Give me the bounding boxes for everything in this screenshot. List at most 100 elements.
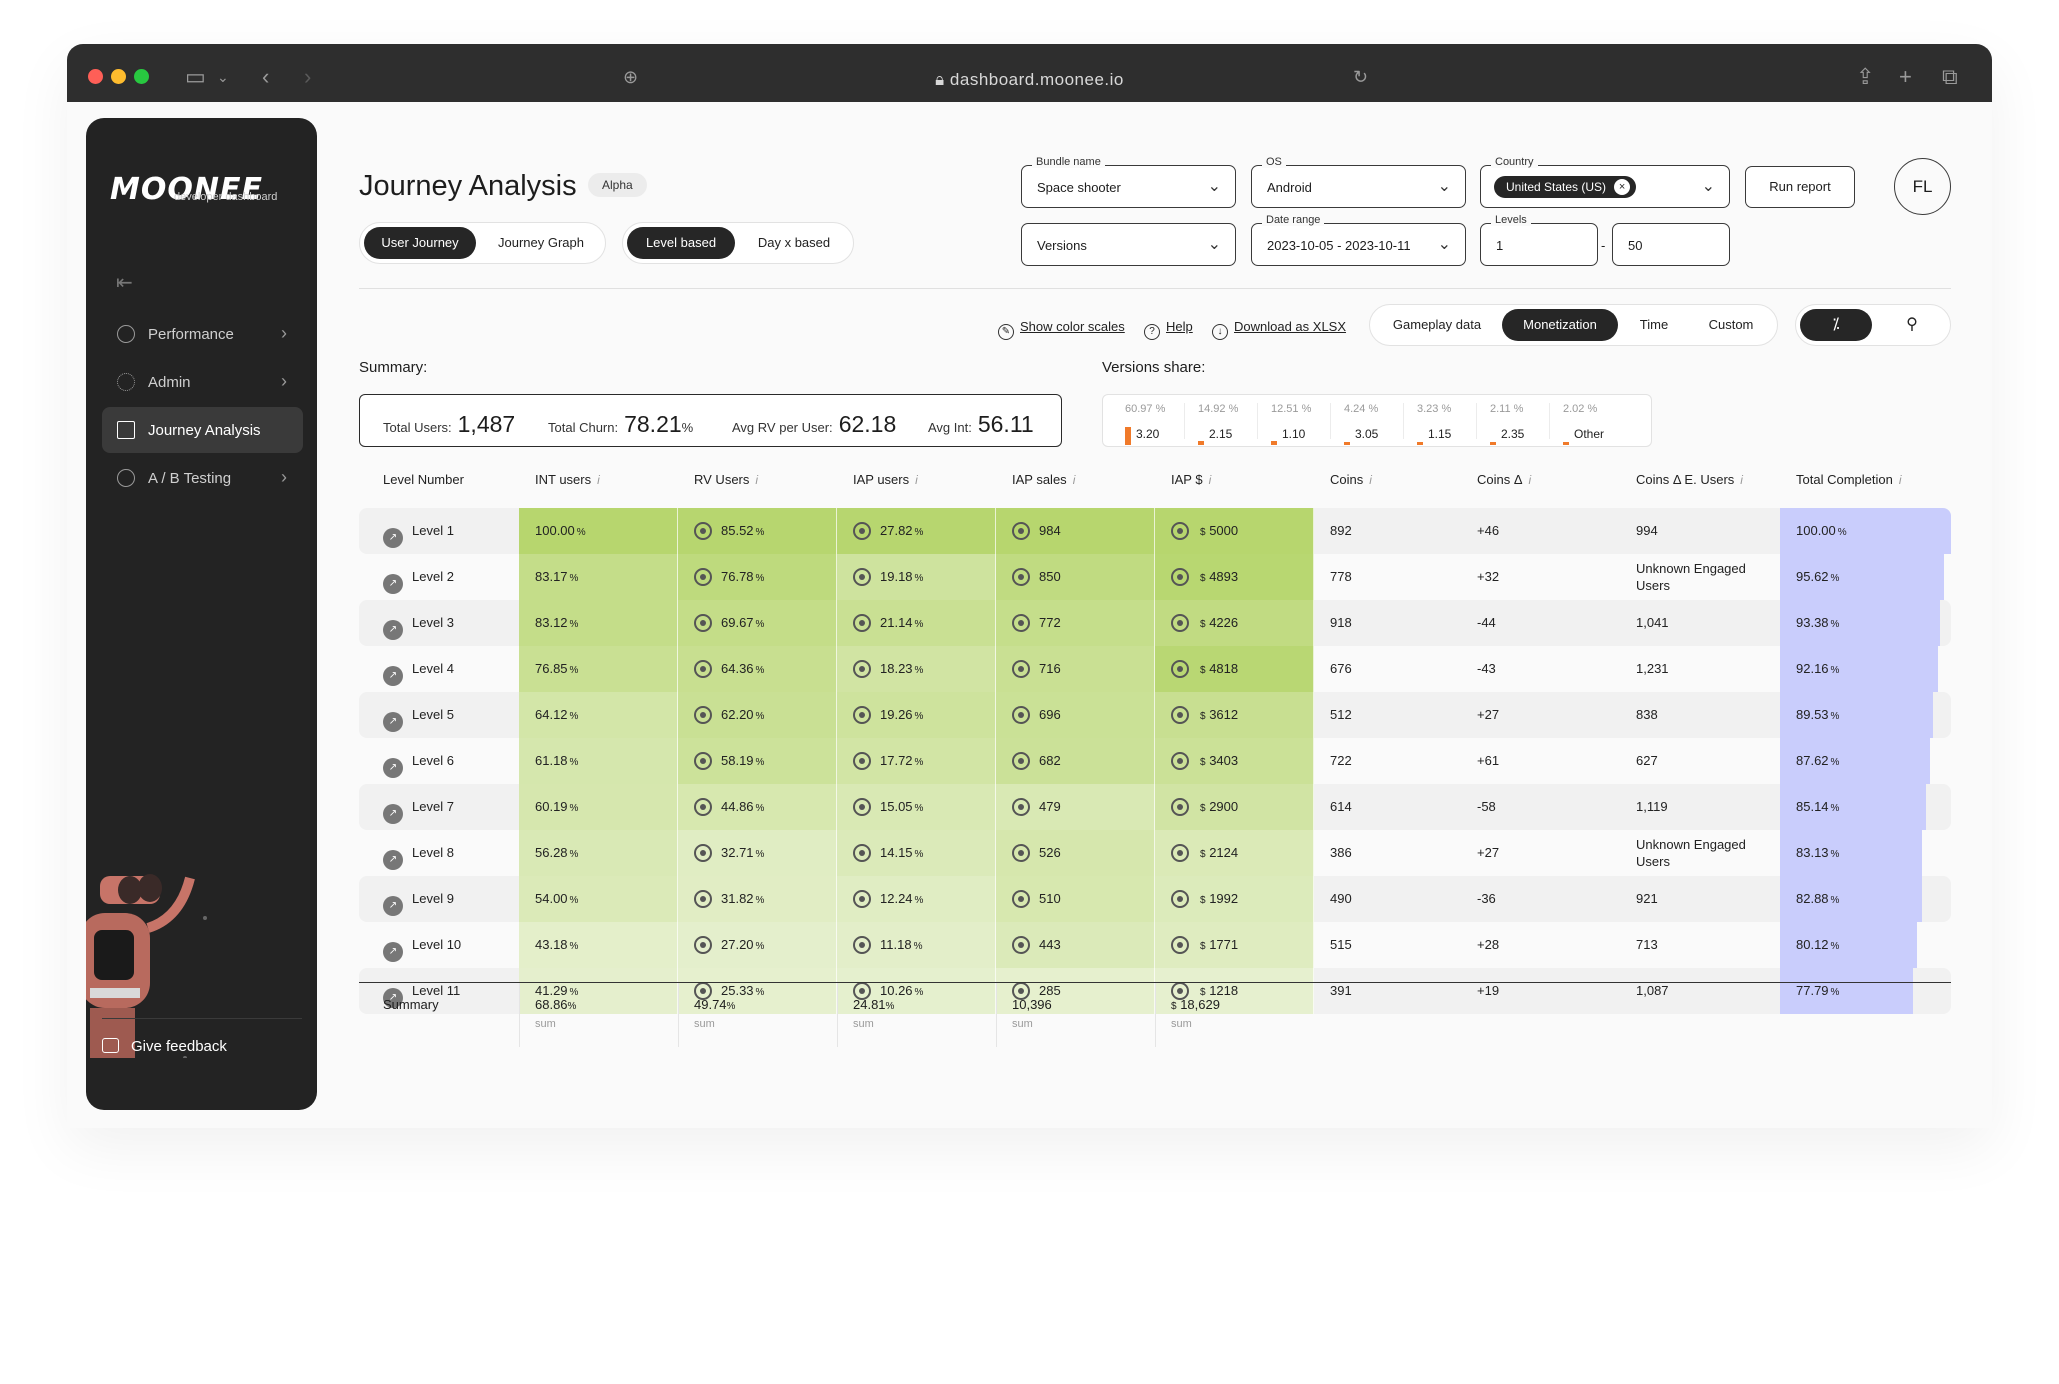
percent-icon[interactable]: ⁒ <box>1800 309 1872 341</box>
zoom-window-button[interactable] <box>134 69 149 84</box>
info-icon[interactable]: i <box>1072 473 1076 487</box>
level-cell[interactable]: ↗ Level 5 <box>359 692 454 738</box>
version-share-percent: 4.24 % <box>1344 403 1379 415</box>
table-row[interactable]: ↗ Level 5 64.12% 62.20% 19.26% 696 $ 3612 512 +2… <box>359 692 1951 738</box>
reload-icon[interactable]: ↻ <box>1353 67 1369 87</box>
date-range-select[interactable]: Date range 2023-10-05 - 2023-10-11 ⌄ <box>1251 214 1466 266</box>
levels-from-input[interactable]: Levels 1 <box>1480 214 1598 266</box>
forward-icon[interactable]: › <box>304 64 312 89</box>
cell-value: 85.52 <box>721 523 754 538</box>
sidebar-item-journey-analysis[interactable]: Journey Analysis <box>102 407 303 453</box>
cell-value: -44 <box>1477 615 1496 630</box>
column-header[interactable]: IAP $ i <box>1171 472 1211 487</box>
tab-journey-graph[interactable]: Journey Graph <box>498 235 584 250</box>
table-row[interactable]: ↗ Level 2 83.17% 76.78% 19.18% 850 $ 4893 778 +3… <box>359 554 1951 600</box>
tab-day-x-based[interactable]: Day x based <box>757 235 831 250</box>
table-row[interactable]: ↗ Level 10 43.18% 27.20% 11.18% 443 $ 1771 515 +… <box>359 922 1951 968</box>
bundle-name-select[interactable]: Bundle name Space shooter ⌄ <box>1021 156 1236 208</box>
download-icon: ↓ <box>1212 324 1228 340</box>
sidebar-item-ab-testing[interactable]: A / B Testing › <box>102 455 303 501</box>
table-cell-delta: +46 <box>1477 508 1499 554</box>
table-cell-coins: 778 <box>1330 554 1352 600</box>
tab-user-journey[interactable]: User Journey <box>364 227 476 259</box>
tabs-icon[interactable]: ⧉ <box>1942 64 1958 89</box>
table-cell-delta: +28 <box>1477 922 1499 968</box>
info-icon[interactable]: i <box>1208 473 1212 487</box>
tab-gameplay-data[interactable]: Gameplay data <box>1392 317 1482 332</box>
column-header[interactable]: INT users i <box>535 472 600 487</box>
table-row[interactable]: ↗ Level 9 54.00% 31.82% 12.24% 510 $ 1992 490 -3… <box>359 876 1951 922</box>
remove-chip-icon[interactable]: × <box>1614 179 1631 195</box>
avatar[interactable]: FL <box>1894 158 1951 215</box>
table-row[interactable]: ↗ Level 3 83.12% 69.67% 21.14% 772 $ 4226 918 -4… <box>359 600 1951 646</box>
sidebar-icon[interactable]: ▭ <box>185 64 206 89</box>
info-icon[interactable]: i <box>915 473 918 487</box>
help-link[interactable]: ? Help <box>1144 319 1193 340</box>
sidebar-item-performance[interactable]: Performance › <box>102 311 303 357</box>
table-row[interactable]: ↗ Level 8 56.28% 32.71% 14.15% 526 $ 2124 386 +2… <box>359 830 1951 876</box>
new-tab-icon[interactable]: + <box>1899 64 1912 89</box>
tab-time[interactable]: Time <box>1639 317 1669 332</box>
back-icon[interactable]: ‹ <box>262 64 270 89</box>
user-icon[interactable]: ⚲ <box>1906 316 1918 333</box>
tab-custom[interactable]: Custom <box>1708 317 1754 332</box>
column-header[interactable]: Total Completion i <box>1796 472 1902 487</box>
tab-monetization[interactable]: Monetization <box>1502 309 1618 341</box>
info-icon[interactable]: i <box>755 473 759 487</box>
run-report-button[interactable]: Run report <box>1745 166 1855 208</box>
level-cell[interactable]: ↗ Level 10 <box>359 922 461 968</box>
address-bar[interactable]: 🔒︎ dashboard.moonee.io <box>67 70 1992 90</box>
percent-unit: % <box>569 619 579 630</box>
level-cell[interactable]: ↗ Level 3 <box>359 600 454 646</box>
coin-icon <box>1171 660 1189 678</box>
column-header[interactable]: IAP users i <box>853 472 918 487</box>
table-row[interactable]: ↗ Level 7 60.19% 44.86% 15.05% 479 $ 2900 614 -5… <box>359 784 1951 830</box>
shield-icon[interactable]: ⊕ <box>623 67 639 87</box>
column-header[interactable]: Level Number <box>383 472 464 487</box>
level-cell[interactable]: ↗ Level 2 <box>359 554 454 600</box>
collapse-sidebar-icon[interactable]: ⇤ <box>116 272 133 294</box>
coin-icon <box>1171 522 1189 540</box>
os-select[interactable]: OS Android ⌄ <box>1251 156 1466 208</box>
info-icon[interactable]: i <box>597 473 600 487</box>
level-cell[interactable]: ↗ Level 1 <box>359 508 454 554</box>
column-separator <box>1155 983 1156 1047</box>
levels-to-input[interactable]: 50 <box>1612 223 1730 266</box>
cell-value: 479 <box>1039 799 1061 814</box>
give-feedback-button[interactable]: Give feedback <box>102 1038 227 1055</box>
level-cell[interactable]: ↗ Level 8 <box>359 830 454 876</box>
level-cell[interactable]: ↗ Level 9 <box>359 876 454 922</box>
level-cell[interactable]: ↗ Level 4 <box>359 646 454 692</box>
cell-value: 850 <box>1039 569 1061 584</box>
column-header[interactable]: IAP sales i <box>1012 472 1075 487</box>
chevron-down-icon[interactable]: ⌄ <box>217 69 229 85</box>
column-header[interactable]: Coins Δ E. Users i <box>1636 472 1743 487</box>
cell-value: 85.14 <box>1796 799 1829 814</box>
info-icon[interactable]: i <box>1898 473 1902 487</box>
versions-select[interactable]: Versions ⌄ <box>1021 223 1236 266</box>
info-icon[interactable]: i <box>1369 473 1372 487</box>
table-row[interactable]: ↗ Level 1 100.00% 85.52% 27.82% 984 $ 5000 892 +… <box>359 508 1951 554</box>
show-color-scales-link[interactable]: ✎ Show color scales <box>998 319 1125 340</box>
column-header-label: Coins <box>1330 472 1364 487</box>
table-row[interactable]: ↗ Level 6 61.18% 58.19% 17.72% 682 $ 3403 722 +6… <box>359 738 1951 784</box>
level-cell[interactable]: ↗ Level 11 <box>359 968 460 1014</box>
close-window-button[interactable] <box>88 69 103 84</box>
sidebar-item-admin[interactable]: Admin › <box>102 359 303 405</box>
country-select[interactable]: Country United States (US) × ⌄ <box>1480 156 1730 208</box>
table-row[interactable]: ↗ Level 4 76.85% 64.36% 18.23% 716 $ 4818 676 -4… <box>359 646 1951 692</box>
column-header[interactable]: Coins Δ i <box>1477 472 1531 487</box>
tab-level-based[interactable]: Level based <box>627 227 735 259</box>
info-icon[interactable]: i <box>1740 473 1743 487</box>
percent-unit: % <box>567 1001 577 1012</box>
download-xlsx-link[interactable]: ↓ Download as XLSX <box>1212 319 1346 340</box>
cell-value: 2124 <box>1209 845 1239 860</box>
level-cell[interactable]: ↗ Level 7 <box>359 784 454 830</box>
info-icon[interactable]: i <box>1528 473 1532 487</box>
date-range-label: Date range <box>1262 214 1325 226</box>
share-icon[interactable]: ⇪ <box>1856 64 1875 89</box>
column-header[interactable]: Coins i <box>1330 472 1372 487</box>
column-header[interactable]: RV Users i <box>694 472 758 487</box>
minimize-window-button[interactable] <box>111 69 126 84</box>
level-cell[interactable]: ↗ Level 6 <box>359 738 454 784</box>
